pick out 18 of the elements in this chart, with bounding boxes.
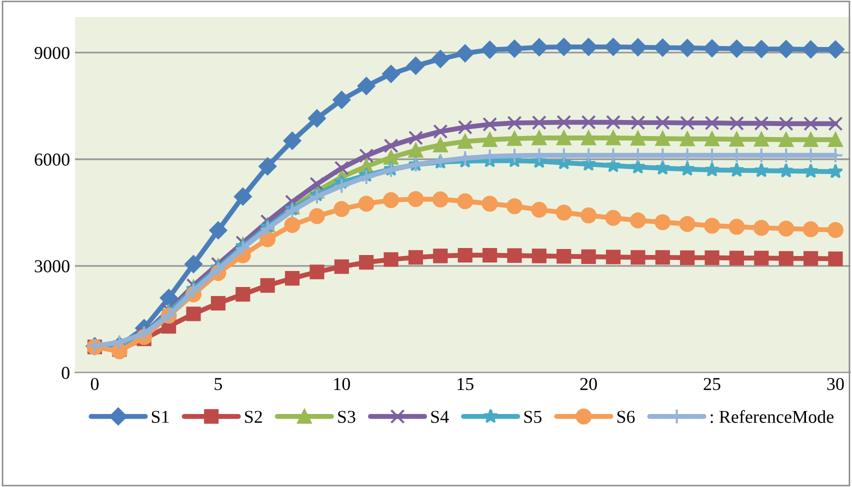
x-tick-label: 20 — [580, 378, 597, 390]
x-tick-label: 25 — [704, 378, 720, 390]
legend-label: S6 — [617, 410, 635, 423]
legend-label: : ReferenceMode — [710, 410, 834, 424]
y-tick-label: 6000 — [34, 154, 70, 166]
x-tick-label: 5 — [214, 378, 222, 390]
x-tick-label: 10 — [334, 378, 350, 390]
x-tick-label: 0 — [90, 378, 99, 390]
legend-label: S4 — [431, 410, 449, 423]
y-tick-label: 0 — [62, 366, 70, 379]
x-tick-label: 30 — [827, 378, 844, 390]
y-tick-label: 3000 — [34, 260, 70, 272]
legend-label: S2 — [245, 410, 262, 423]
legend-label: S1 — [152, 410, 169, 423]
legend-label: S5 — [524, 410, 542, 423]
y-tick-label: 9000 — [34, 46, 70, 60]
x-tick-label: 15 — [458, 378, 474, 390]
legend-label: S3 — [338, 410, 356, 423]
